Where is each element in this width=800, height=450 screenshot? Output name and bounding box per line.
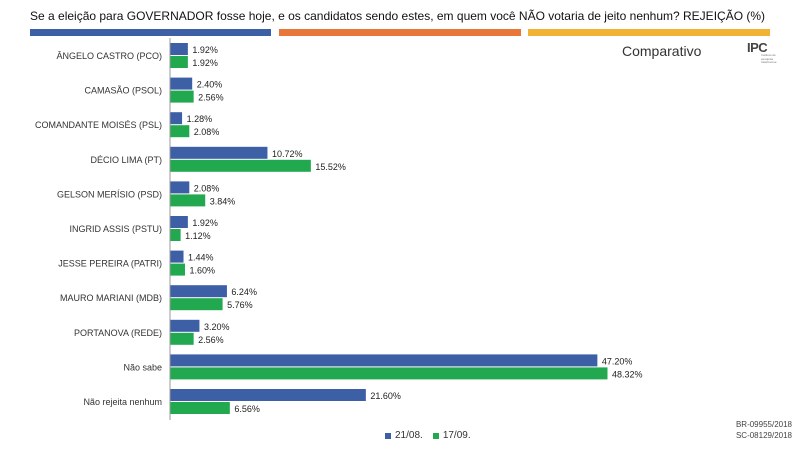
category-label: GELSON MERÍSIO (PSD)	[57, 189, 162, 199]
bar-series-1	[170, 181, 190, 194]
category-label: MAURO MARIANI (MDB)	[60, 293, 162, 303]
bar-series-1	[170, 389, 366, 401]
data-label-series-2: 1.60%	[189, 266, 215, 276]
bar-series-2	[170, 229, 181, 241]
category-label: Não rejeita nenhum	[83, 397, 162, 407]
logo-subtext: Instituto de pesquisa catarinense	[761, 53, 777, 64]
data-label-series-2: 1.12%	[185, 231, 211, 241]
bar-series-2	[170, 125, 190, 138]
data-label-series-1: 2.40%	[197, 80, 223, 90]
header-stripe-yellow	[528, 29, 770, 36]
data-label-series-2: 1.92%	[192, 58, 218, 68]
data-label-series-1: 6.24%	[231, 287, 257, 297]
bar-series-1	[170, 146, 268, 159]
bar-series-2	[170, 332, 194, 345]
bar-series-1	[170, 319, 200, 332]
bar-series-1	[170, 216, 188, 228]
bar-series-2	[170, 159, 311, 172]
category-label: INGRID ASSIS (PSTU)	[69, 224, 162, 234]
chart-subtitle: Comparativo	[622, 43, 702, 59]
bar-series-2	[170, 367, 608, 380]
data-label-series-1: 10.72%	[272, 149, 303, 159]
category-label: PORTANOVA (REDE)	[74, 328, 162, 338]
bar-series-1	[170, 43, 188, 55]
data-label-series-2: 2.08%	[194, 127, 220, 137]
data-label-series-1: 1.28%	[187, 114, 213, 124]
data-label-series-1: 1.92%	[192, 218, 218, 228]
bar-series-1	[170, 285, 227, 298]
registration-code-br: BR-09955/2018	[735, 420, 792, 429]
logo-text: IPC	[747, 40, 768, 55]
bar-series-1	[170, 112, 183, 125]
header-stripe-orange	[279, 29, 521, 36]
registration-codes: BR-09955/2018 SC-08129/2018	[736, 419, 792, 441]
category-label: Não sabe	[123, 362, 162, 372]
header-stripe-blue	[30, 29, 271, 36]
data-label-series-1: 3.20%	[204, 322, 230, 332]
ipc-logo: IPC Instituto de pesquisa catarinense	[747, 40, 787, 74]
data-label-series-2: 3.84%	[210, 196, 236, 206]
data-label-series-2: 5.76%	[227, 300, 253, 310]
bar-series-2	[170, 263, 185, 276]
data-label-series-2: 2.56%	[198, 335, 224, 345]
registration-code-sc: SC-08129/2018	[735, 431, 792, 440]
legend-label-2: 17/09.	[442, 430, 471, 441]
data-label-series-2: 6.56%	[234, 404, 260, 414]
bar-series-2	[170, 56, 188, 68]
chart-title: Se a eleição para GOVERNADOR fosse hoje,…	[30, 9, 766, 23]
bar-series-2	[170, 194, 206, 207]
category-label: COMANDANTE MOISÉS (PSL)	[35, 120, 162, 130]
legend-label-1: 21/08.	[395, 430, 423, 441]
legend-item-1: 21/08.	[385, 430, 423, 441]
category-label: ÂNGELO CASTRO (PCO)	[56, 51, 162, 61]
bar-series-2	[170, 90, 194, 103]
legend-swatch-2	[432, 432, 439, 439]
category-label: CAMASÃO (PSOL)	[84, 86, 162, 96]
data-label-series-1: 47.20%	[602, 356, 633, 366]
data-label-series-1: 21.60%	[370, 391, 401, 401]
legend: 21/08. 17/09.	[385, 430, 477, 441]
category-label: JESSE PEREIRA (PATRI)	[58, 259, 162, 269]
bar-series-1	[170, 77, 193, 90]
bar-series-1	[170, 250, 184, 263]
data-label-series-2: 2.56%	[198, 93, 224, 103]
bar-series-2	[170, 298, 223, 311]
data-label-series-2: 48.32%	[612, 369, 643, 379]
legend-swatch-1	[385, 432, 391, 439]
legend-item-2: 17/09.	[432, 430, 471, 441]
bar-series-2	[170, 402, 230, 414]
data-label-series-1: 1.44%	[188, 253, 214, 263]
category-label: DÉCIO LIMA (PT)	[90, 155, 162, 165]
data-label-series-2: 15.52%	[315, 162, 346, 172]
data-label-series-1: 1.92%	[192, 45, 218, 55]
bar-series-1	[170, 354, 598, 367]
data-label-series-1: 2.08%	[194, 183, 220, 193]
